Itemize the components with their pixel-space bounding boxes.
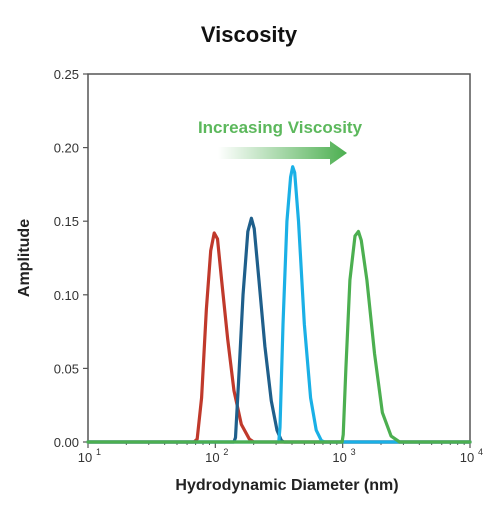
x-tick-exponent: 2 [223, 447, 228, 457]
annotation: Increasing Viscosity [198, 118, 363, 165]
y-axis-label: Amplitude [16, 219, 33, 297]
y-tick-label: 0.20 [54, 141, 79, 156]
x-axis-label: Hydrodynamic Diameter (nm) [175, 477, 398, 494]
series-line-1 [86, 231, 472, 444]
x-tick-exponent: 4 [478, 447, 483, 457]
x-tick-label: 10 [460, 450, 474, 465]
y-tick-label: 0.05 [54, 361, 79, 376]
y-tick-label: 0.00 [54, 435, 79, 450]
y-axis: 0.00 0.05 0.10 0.15 0.20 0.25 [54, 67, 88, 450]
annotation-text: Increasing Viscosity [198, 118, 363, 137]
annotation-arrow [218, 141, 347, 165]
y-tick-label: 0.10 [54, 288, 79, 303]
x-tick-label: 10 [78, 450, 92, 465]
series-group [86, 165, 472, 444]
series-line-3 [86, 165, 472, 444]
y-tick-label: 0.25 [54, 67, 79, 82]
x-tick-exponent: 1 [96, 447, 101, 457]
x-tick-label: 10 [332, 450, 346, 465]
series-line-4 [86, 229, 472, 444]
x-axis: 10 1 10 2 10 3 10 4 [78, 442, 483, 465]
x-tick-exponent: 3 [351, 447, 356, 457]
chart-title: Viscosity [200, 22, 298, 47]
x-tick-label: 10 [205, 450, 219, 465]
y-tick-label: 0.15 [54, 214, 79, 229]
